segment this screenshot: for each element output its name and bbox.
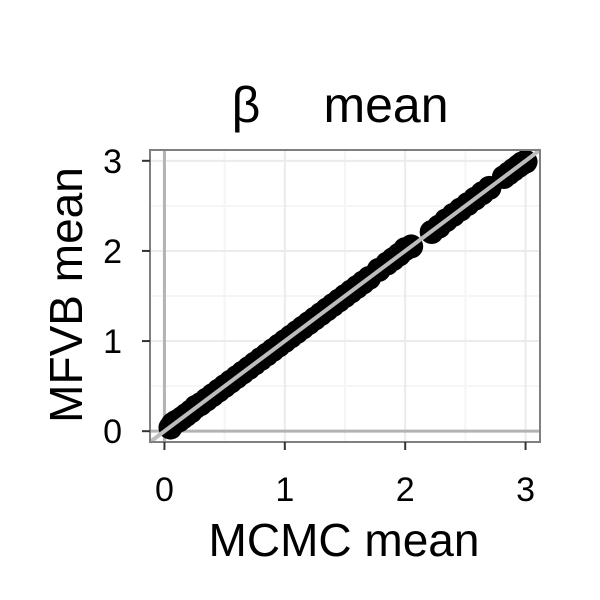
panel-border	[149, 149, 541, 443]
x-tick-label: 3	[516, 471, 535, 509]
y-tick-label: 2	[103, 233, 122, 271]
data-points	[148, 148, 542, 444]
x-tick-label: 2	[396, 471, 415, 509]
y-tick-label: 3	[103, 143, 122, 181]
chart-title-symbol: β	[232, 77, 261, 133]
y-axis-ticks: 0 1 2 3	[103, 143, 150, 451]
y-tick-label: 0	[103, 413, 122, 451]
x-tick-label: 0	[155, 471, 174, 509]
chart-title-word: mean	[323, 77, 448, 133]
x-axis-label: MCMC mean	[209, 514, 480, 566]
reference-line	[148, 148, 542, 444]
y-tick-label: 1	[103, 323, 122, 361]
y-axis-label: MFVB mean	[40, 167, 92, 423]
x-axis-ticks: 0 1 2 3	[155, 442, 535, 509]
x-tick-label: 1	[275, 471, 294, 509]
